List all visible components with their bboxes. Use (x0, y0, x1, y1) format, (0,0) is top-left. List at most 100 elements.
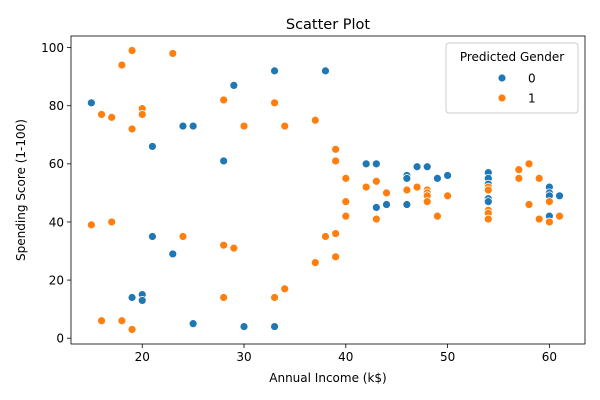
y-axis-label: Spending Score (1-100) (14, 119, 28, 261)
data-point-series-0 (229, 80, 239, 90)
data-point-series-1 (544, 197, 554, 207)
data-point-series-1 (117, 60, 127, 70)
x-tick-label: 40 (338, 350, 353, 364)
data-point-series-0 (148, 232, 157, 241)
data-point-series-0 (137, 296, 147, 305)
data-point-series-1 (382, 188, 391, 198)
data-point-series-0 (270, 66, 279, 76)
chart-title: Scatter Plot (286, 17, 371, 33)
data-point-series-0 (361, 159, 371, 169)
x-tick-label: 20 (135, 350, 150, 364)
data-point-series-1 (229, 243, 239, 253)
data-point-series-0 (371, 203, 381, 212)
data-point-series-1 (117, 316, 127, 326)
data-point-series-1 (341, 197, 351, 207)
data-point-series-1 (371, 214, 381, 224)
data-point-series-1 (331, 144, 341, 154)
data-point-series-1 (321, 232, 330, 241)
data-point-series-1 (127, 325, 137, 334)
data-point-series-1 (524, 159, 534, 169)
data-point-series-1 (331, 156, 341, 166)
data-point-series-1 (483, 214, 493, 224)
data-point-series-0 (382, 200, 391, 209)
scatter-points (86, 46, 564, 334)
data-point-series-1 (97, 110, 106, 119)
x-tick-label: 30 (236, 350, 251, 364)
legend: Predicted Gender 01 (445, 42, 579, 114)
data-point-series-0 (555, 191, 564, 201)
data-point-series-1 (219, 240, 229, 250)
data-point-series-1 (310, 115, 320, 125)
data-point-series-1 (331, 229, 341, 238)
data-point-series-0 (443, 171, 452, 180)
data-point-series-1 (544, 217, 554, 227)
y-tick-label: 60 (49, 157, 64, 171)
data-point-series-1 (443, 191, 452, 201)
data-point-series-1 (534, 214, 544, 224)
legend-box (445, 42, 579, 114)
data-point-series-0 (402, 200, 412, 209)
y-axis-ticks: 0 20 40 60 80 100 (41, 41, 71, 345)
data-point-series-1 (412, 182, 422, 192)
data-point-series-1 (402, 185, 412, 195)
data-point-series-0 (412, 162, 422, 172)
data-point-series-1 (310, 258, 320, 268)
data-point-series-1 (280, 284, 290, 294)
data-point-series-0 (127, 293, 137, 302)
data-point-series-0 (402, 173, 412, 183)
data-point-series-0 (371, 159, 381, 169)
data-point-series-1 (514, 165, 524, 175)
data-point-series-0 (483, 197, 493, 207)
data-point-series-1 (219, 293, 229, 302)
data-point-series-1 (168, 49, 178, 58)
y-tick-label: 20 (49, 273, 64, 287)
y-tick-label: 80 (49, 99, 64, 113)
x-tick-label: 50 (440, 350, 455, 364)
legend-marker (497, 73, 507, 83)
x-axis-ticks: 20 30 40 50 60 (135, 344, 557, 364)
data-point-series-0 (168, 249, 178, 259)
legend-title: Predicted Gender (460, 50, 564, 64)
plot-area-frame (70, 35, 586, 345)
data-point-series-1 (178, 232, 188, 241)
data-point-series-0 (148, 142, 157, 151)
data-point-series-1 (270, 98, 279, 108)
data-point-series-1 (524, 200, 534, 209)
data-point-series-0 (422, 162, 432, 172)
data-point-series-0 (178, 121, 188, 131)
legend-marker (497, 93, 507, 103)
x-tick-label: 60 (542, 350, 557, 364)
data-point-series-1 (219, 95, 229, 105)
data-point-series-0 (239, 322, 249, 331)
data-point-series-1 (555, 211, 564, 221)
y-tick-label: 0 (56, 331, 64, 345)
data-point-series-1 (107, 112, 117, 122)
data-point-series-1 (341, 173, 351, 183)
data-point-series-1 (514, 173, 524, 183)
data-point-series-1 (127, 46, 137, 55)
data-point-series-1 (422, 197, 432, 207)
data-point-series-1 (483, 185, 493, 195)
data-point-series-0 (188, 121, 198, 131)
data-point-series-1 (341, 211, 351, 221)
data-point-series-1 (534, 173, 544, 183)
data-point-series-0 (219, 156, 229, 166)
data-point-series-0 (188, 319, 198, 329)
data-point-series-1 (127, 124, 137, 134)
x-axis-label: Annual Income (k$) (269, 371, 386, 385)
data-point-series-1 (361, 182, 371, 192)
data-point-series-0 (433, 173, 442, 183)
data-point-series-1 (239, 121, 249, 131)
data-point-series-0 (321, 66, 330, 76)
data-point-series-0 (270, 322, 279, 331)
data-point-series-1 (433, 211, 442, 221)
legend-label: 1 (528, 91, 536, 105)
data-point-series-1 (86, 220, 96, 230)
data-point-series-1 (97, 316, 106, 326)
y-tick-label: 100 (41, 41, 64, 55)
data-point-series-1 (137, 110, 147, 119)
data-point-series-1 (331, 252, 341, 262)
y-tick-label: 40 (49, 215, 64, 229)
data-point-series-1 (280, 121, 290, 131)
